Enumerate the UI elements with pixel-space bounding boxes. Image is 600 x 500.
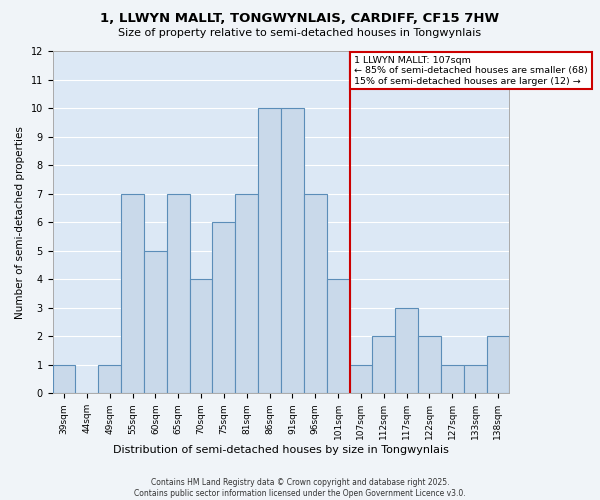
Bar: [258, 108, 281, 394]
Bar: [281, 108, 304, 394]
Bar: [441, 365, 464, 394]
Bar: [121, 194, 144, 394]
Bar: [326, 280, 350, 394]
Bar: [144, 251, 167, 394]
Bar: [53, 365, 76, 394]
Bar: [98, 365, 121, 394]
Y-axis label: Number of semi-detached properties: Number of semi-detached properties: [15, 126, 25, 319]
Bar: [418, 336, 441, 394]
Bar: [350, 365, 373, 394]
Bar: [304, 194, 326, 394]
Bar: [190, 280, 212, 394]
Bar: [464, 365, 487, 394]
Bar: [235, 194, 258, 394]
Bar: [167, 194, 190, 394]
Bar: [487, 336, 509, 394]
Bar: [395, 308, 418, 394]
Text: Size of property relative to semi-detached houses in Tongwynlais: Size of property relative to semi-detach…: [118, 28, 482, 38]
X-axis label: Distribution of semi-detached houses by size in Tongwynlais: Distribution of semi-detached houses by …: [113, 445, 449, 455]
Bar: [212, 222, 235, 394]
Text: 1, LLWYN MALLT, TONGWYNLAIS, CARDIFF, CF15 7HW: 1, LLWYN MALLT, TONGWYNLAIS, CARDIFF, CF…: [100, 12, 500, 26]
Bar: [373, 336, 395, 394]
Text: Contains HM Land Registry data © Crown copyright and database right 2025.
Contai: Contains HM Land Registry data © Crown c…: [134, 478, 466, 498]
Text: 1 LLWYN MALLT: 107sqm
← 85% of semi-detached houses are smaller (68)
15% of semi: 1 LLWYN MALLT: 107sqm ← 85% of semi-deta…: [354, 56, 588, 86]
